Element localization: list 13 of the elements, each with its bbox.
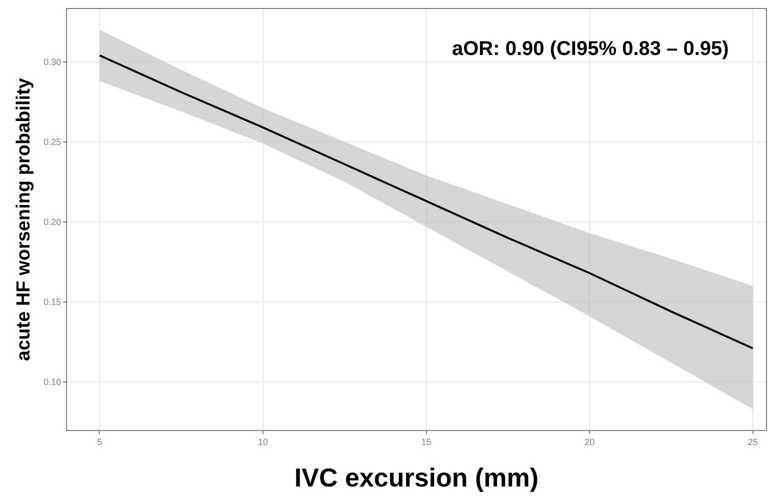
x-tick-label: 10 [258,436,268,447]
x-axis-title: IVC excursion (mm) [294,462,539,493]
y-tick-label: 0.20 [44,217,62,228]
x-tick-label: 20 [584,436,595,447]
y-axis-title: acute HF worsening probability [13,78,34,361]
x-tick-label: 25 [748,436,758,447]
x-tick-label: 5 [97,436,102,447]
y-tick-label: 0.25 [44,137,62,148]
annotation: aOR: 0.90 (CI95% 0.83 – 0.95) [452,38,729,60]
y-tick-label: 0.15 [44,297,62,308]
x-tick-label: 15 [421,436,432,447]
y-tick-label: 0.30 [44,56,62,67]
y-tick-label: 0.10 [44,377,62,388]
